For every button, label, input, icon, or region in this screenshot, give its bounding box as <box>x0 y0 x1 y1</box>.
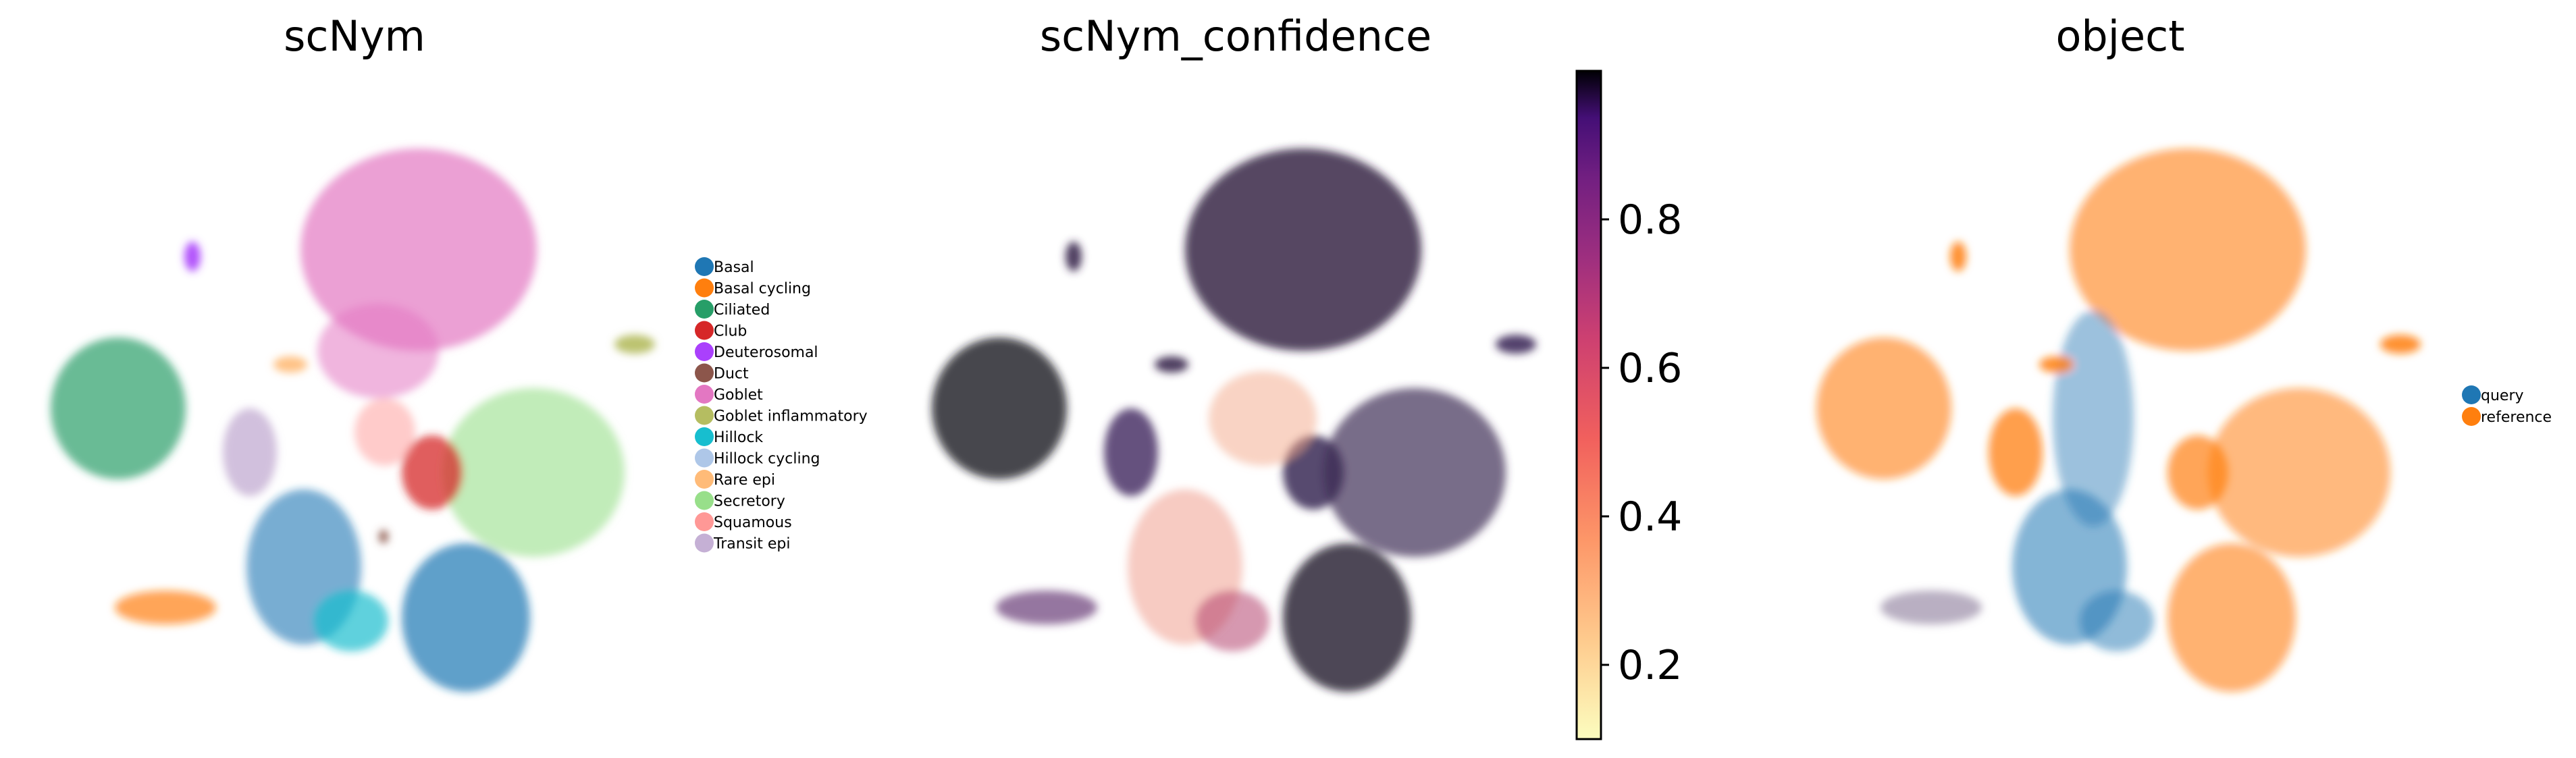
cluster-reference <box>2208 388 2390 557</box>
cluster-reference <box>2380 335 2421 354</box>
cluster-confidence <box>1066 242 1082 271</box>
cluster-reference <box>1816 337 1951 479</box>
colorbar-ticks: 0.8 0.6 0.4 0.2 <box>1601 196 1682 689</box>
legend-label: Ciliated <box>714 302 770 319</box>
legend-marker <box>695 363 714 383</box>
legend-label: Basal cycling <box>714 281 811 298</box>
legend-label: reference <box>2481 409 2552 426</box>
cluster-secretory <box>442 388 625 557</box>
cluster-ciliated <box>51 337 186 479</box>
legend-label: Secretory <box>714 493 785 510</box>
panel-scnym-confidence: scNym_confidence 0.8 0.6 0.4 0.2 <box>932 11 1682 740</box>
panel-object: object query reference <box>1816 11 2552 692</box>
panel-scnym: scNym Basal Basal cycling Ciliated Club Deut… <box>51 11 868 692</box>
cluster-basal <box>402 543 530 692</box>
cluster-duct <box>379 530 388 543</box>
legend-marker <box>695 278 714 298</box>
legend-marker <box>695 470 714 489</box>
cluster-confidence <box>1209 371 1317 466</box>
legend-marker <box>695 257 714 276</box>
legend-marker <box>695 512 714 531</box>
legend-label: Squamous <box>714 514 792 531</box>
cluster-query <box>2080 591 2154 651</box>
legend-label: Transit epi <box>713 536 790 553</box>
legend-label: Hillock <box>714 429 763 446</box>
legend-marker <box>695 406 714 425</box>
cluster-hillock <box>314 591 388 651</box>
legend-marker <box>695 342 714 361</box>
cluster-confidence <box>1496 335 1536 354</box>
colorbar-gradient <box>1575 70 1602 740</box>
legend-marker <box>695 533 714 553</box>
cluster-confidence <box>1155 356 1188 373</box>
cluster-rare-epi <box>273 356 307 373</box>
cluster-reference <box>2039 356 2073 373</box>
cluster-goblet <box>317 304 439 398</box>
cluster-mixed <box>1881 591 1982 624</box>
cluster-confidence <box>1195 591 1269 651</box>
cluster-reference <box>1989 408 2043 496</box>
cluster-reference <box>1950 242 1966 271</box>
legend-label: Duct <box>714 366 749 383</box>
legend-label: Deuterosomal <box>714 344 818 361</box>
colorbar: 0.8 0.6 0.4 0.2 <box>1575 70 1682 740</box>
colorbar-tick-label: 0.4 <box>1618 493 1682 541</box>
cluster-squamous <box>354 398 415 466</box>
legend-marker <box>695 385 714 404</box>
cluster-transit-epi <box>223 408 277 496</box>
panel-title: scNym <box>284 11 425 61</box>
legend-label: Basal <box>714 259 754 276</box>
cluster-basal-cycling <box>115 591 216 624</box>
cluster-confidence <box>1283 543 1411 692</box>
cluster-confidence <box>1323 388 1506 557</box>
cluster-confidence <box>932 337 1067 479</box>
cluster-reference <box>2070 148 2306 351</box>
cluster-club <box>402 435 463 510</box>
legend: Basal Basal cycling Ciliated Club Deuterosom… <box>695 257 868 553</box>
legend-marker <box>695 427 714 446</box>
cluster-goblet <box>300 148 537 351</box>
legend-marker <box>695 300 714 319</box>
cluster-confidence <box>1104 408 1158 496</box>
legend-marker <box>2462 407 2481 426</box>
scatter-clusters <box>932 148 1536 692</box>
legend-label: Hillock cycling <box>714 451 820 468</box>
legend-marker <box>695 321 714 340</box>
legend-label: Goblet inflammatory <box>714 408 868 425</box>
legend-label: Club <box>714 323 747 340</box>
legend-marker <box>695 448 714 468</box>
legend-label: query <box>2481 387 2524 404</box>
panel-title: scNym_confidence <box>1040 11 1431 61</box>
cluster-reference <box>2167 435 2228 510</box>
cluster-confidence <box>996 591 1097 624</box>
colorbar-tick-label: 0.2 <box>1618 642 1682 689</box>
cluster-reference <box>2167 543 2296 692</box>
colorbar-tick-label: 0.8 <box>1618 196 1682 244</box>
cluster-goblet-inflammatory <box>614 335 655 354</box>
legend-label: Goblet <box>714 387 763 404</box>
panel-title: object <box>2055 11 2184 61</box>
legend-marker <box>695 491 714 510</box>
cluster-confidence <box>1185 148 1421 351</box>
scatter-clusters <box>1816 148 2421 692</box>
legend: query reference <box>2462 385 2552 426</box>
legend-marker <box>2462 385 2481 404</box>
legend-label: Rare epi <box>714 472 775 489</box>
scatter-clusters <box>51 148 655 692</box>
colorbar-tick-label: 0.6 <box>1618 345 1682 392</box>
cluster-deuterosomal <box>184 242 201 271</box>
